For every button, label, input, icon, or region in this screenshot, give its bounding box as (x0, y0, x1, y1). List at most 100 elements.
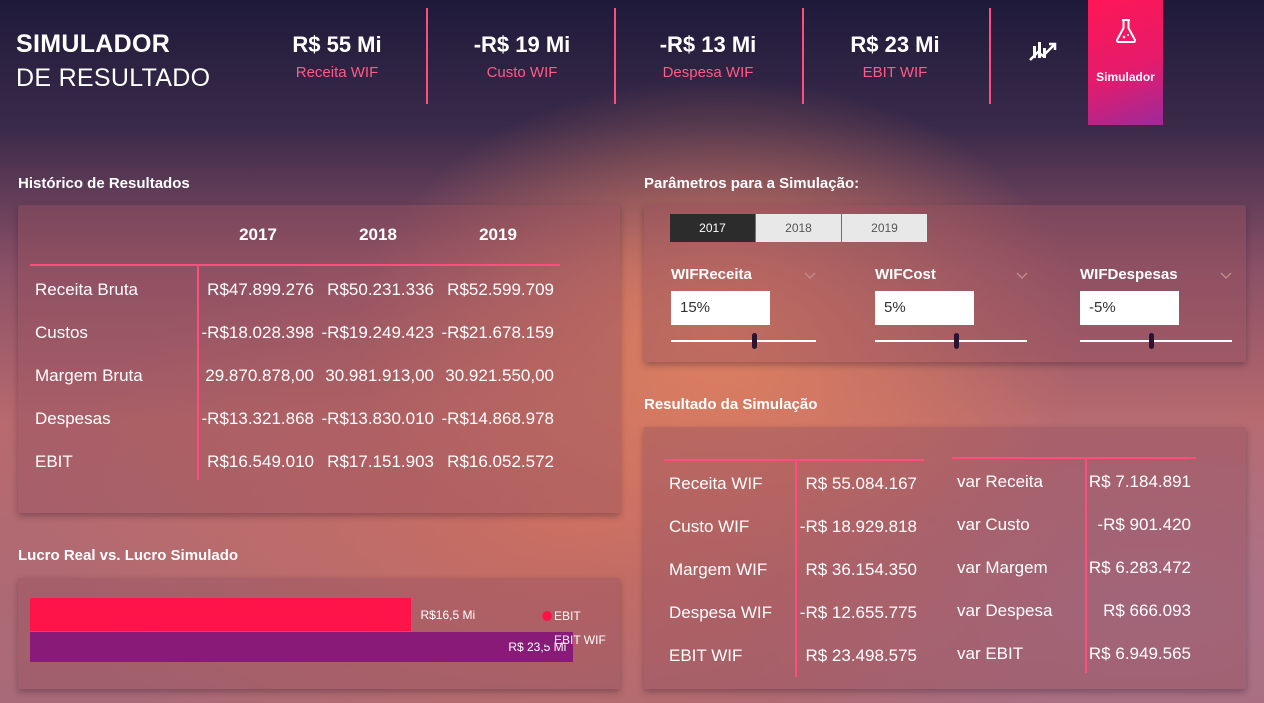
history-cell: -R$13.830.010 (321, 409, 434, 428)
year-header-2019: 2019 (479, 225, 517, 244)
result-label: Despesa WIF (669, 603, 772, 622)
kpi-value: R$ 23 Mi (850, 32, 940, 57)
legend-ebit: EBIT (554, 609, 581, 623)
variation-label: var EBIT (957, 644, 1024, 663)
variation-value: R$ 666.093 (1103, 601, 1191, 620)
tab-2019[interactable]: 2019 (842, 214, 927, 242)
parameters-title: Parâmetros para a Simulação: (644, 175, 860, 192)
history-row-label: EBIT (35, 452, 73, 471)
bar-ebit-wif[interactable] (30, 632, 574, 662)
result-label: Margem WIF (669, 560, 768, 579)
kpi-value: -R$ 19 Mi (473, 32, 571, 57)
wifdespesas-slider-handle[interactable] (1149, 333, 1155, 349)
variation-value: R$ 7.184.891 (1088, 472, 1191, 491)
variation-value: -R$ 901.420 (1097, 515, 1191, 534)
history-cell: 29.870.878,00 (205, 366, 314, 385)
wifreceita-input[interactable]: 15% (671, 291, 770, 325)
history-cell: -R$19.249.423 (321, 323, 434, 342)
chevron-down-icon[interactable] (1016, 266, 1028, 279)
history-cell: 30.981.913,00 (325, 366, 434, 385)
simulator-button-label: Simulador (1096, 70, 1155, 84)
history-cell: R$52.599.709 (447, 280, 554, 299)
results-card (644, 427, 1246, 689)
kpi-label: Despesa WIF (662, 64, 754, 81)
wifcost-input[interactable]: 5% (875, 291, 974, 325)
simulator-button[interactable]: Simulador (1088, 0, 1163, 125)
kpi-custo: -R$ 19 Mi Custo WIF (428, 8, 616, 104)
history-cell: -R$14.868.978 (441, 409, 554, 428)
kpi-label: Receita WIF (295, 64, 379, 81)
result-value: R$ 55.084.167 (805, 474, 917, 493)
kpi-despesa: -R$ 13 Mi Despesa WIF (614, 8, 802, 104)
history-row-label: Despesas (35, 409, 111, 428)
line-chart-icon[interactable] (1028, 34, 1058, 64)
param-label-receita: WIFReceita (671, 266, 752, 283)
history-cell: -R$13.321.868 (201, 409, 314, 428)
table-divider-h (30, 264, 560, 266)
result-value: -R$ 18.929.818 (799, 517, 917, 536)
wifreceita-slider-track[interactable] (671, 340, 816, 342)
wifreceita-slider-handle[interactable] (751, 333, 757, 349)
results-divider-v (1085, 457, 1087, 673)
kpi-value: R$ 55 Mi (292, 32, 382, 57)
variation-value: R$ 6.949.565 (1088, 644, 1191, 663)
variation-value: R$ 6.283.472 (1088, 558, 1191, 577)
results-divider-h (952, 457, 1196, 459)
legend-ebit-wif: EBIT WIF (554, 633, 606, 647)
year-header-2018: 2018 (359, 225, 397, 244)
results-divider-v (795, 459, 797, 677)
kpi-ebit: R$ 23 Mi EBIT WIF (801, 8, 989, 104)
history-title: Histórico de Resultados (18, 175, 190, 192)
wifcost-slider-track[interactable] (875, 340, 1027, 342)
history-card (18, 205, 620, 513)
kpi-label: EBIT WIF (862, 64, 928, 81)
history-row-label: Margem Bruta (35, 366, 143, 385)
history-cell: R$17.151.903 (327, 452, 434, 471)
bar-ebit-wif-label: R$ 23,5 Mi (508, 640, 567, 654)
kpi-receita: R$ 55 Mi Receita WIF (243, 8, 431, 104)
legend-dot-ebit-wif (542, 635, 552, 645)
table-divider-v (197, 264, 199, 480)
tab-2018[interactable]: 2018 (756, 214, 841, 242)
history-cell: -R$18.028.398 (201, 323, 314, 342)
history-cell: R$50.231.336 (327, 280, 434, 299)
results-title: Resultado da Simulação (644, 396, 818, 413)
app-title: SIMULADOR (16, 30, 171, 58)
result-value: -R$ 12.655.775 (799, 603, 917, 622)
wifdespesas-input[interactable]: -5% (1080, 291, 1179, 325)
history-cell: R$16.052.572 (447, 452, 554, 471)
wifcost-slider-handle[interactable] (953, 333, 959, 349)
profit-chart-title: Lucro Real vs. Lucro Simulado (18, 547, 239, 564)
kpi-divider (614, 8, 616, 104)
bar-ebit[interactable] (30, 598, 412, 631)
history-cell: R$47.899.276 (207, 280, 314, 299)
result-label: Custo WIF (669, 517, 750, 536)
param-label-despesas: WIFDespesas (1080, 266, 1178, 283)
chevron-down-icon[interactable] (1220, 266, 1232, 279)
legend-dot-ebit (542, 611, 552, 621)
kpi-label: Custo WIF (486, 64, 558, 81)
result-label: Receita WIF (669, 474, 763, 493)
variation-label: var Despesa (957, 601, 1053, 620)
results-divider-h (664, 459, 924, 461)
kpi-divider (426, 8, 428, 104)
history-cell: 30.921.550,00 (445, 366, 554, 385)
chevron-down-icon[interactable] (804, 266, 816, 279)
param-label-cost: WIFCost (875, 266, 936, 283)
tab-2017[interactable]: 2017 (670, 214, 755, 242)
variation-label: var Margem (957, 558, 1048, 577)
result-label: EBIT WIF (669, 646, 743, 665)
kpi-divider (989, 8, 991, 104)
kpi-value: -R$ 13 Mi (659, 32, 757, 57)
kpi-divider (802, 8, 804, 104)
history-row-label: Receita Bruta (35, 280, 138, 299)
result-value: R$ 36.154.350 (805, 560, 917, 579)
flask-icon (1115, 19, 1136, 43)
bar-ebit-label: R$16,5 Mi (420, 608, 476, 622)
variation-label: var Custo (957, 515, 1030, 534)
variation-label: var Receita (957, 472, 1043, 491)
history-cell: -R$21.678.159 (441, 323, 554, 342)
app-subtitle: DE RESULTADO (16, 64, 211, 92)
wifdespesas-slider-track[interactable] (1080, 340, 1232, 342)
history-cell: R$16.549.010 (207, 452, 314, 471)
